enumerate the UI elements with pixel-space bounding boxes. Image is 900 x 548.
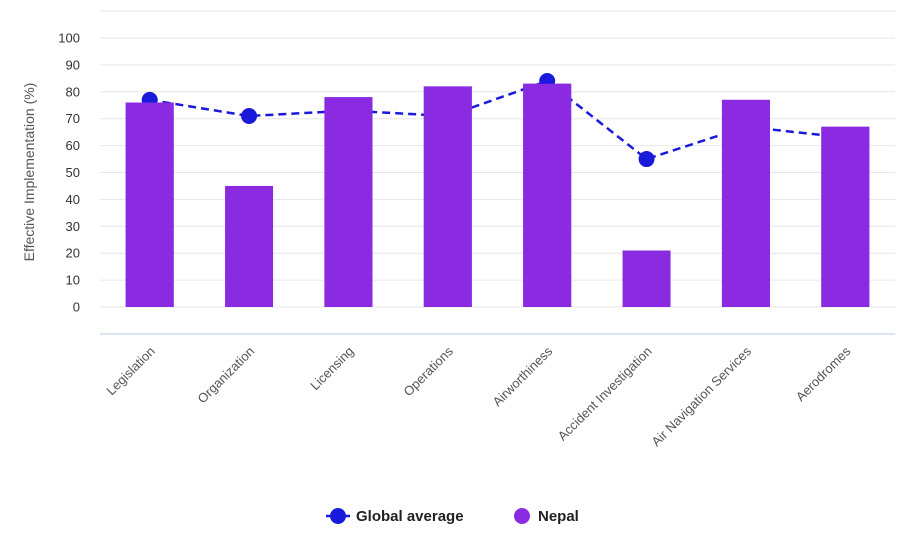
- y-tick-label: 20: [66, 246, 80, 261]
- legend-marker-global-average: [330, 508, 346, 524]
- point-global-average[interactable]: [638, 151, 655, 168]
- bar-nepal-front[interactable]: [423, 86, 472, 307]
- y-tick-label: 60: [66, 138, 80, 153]
- x-category-label: Airworthiness: [490, 343, 556, 409]
- y-tick-label: 90: [66, 57, 80, 72]
- bar-nepal-front[interactable]: [125, 102, 174, 307]
- y-axis-title: Effective Implementation (%): [21, 83, 37, 262]
- y-tick-label: 10: [66, 273, 80, 288]
- legend: Global average Nepal: [326, 508, 579, 525]
- y-tick-label: 40: [66, 192, 80, 207]
- line-series: [125, 73, 870, 308]
- x-category-label: Accident Investigation: [555, 344, 655, 444]
- y-tick-label: 30: [66, 219, 80, 234]
- x-category-label: Operations: [400, 343, 456, 399]
- x-category-label: Licensing: [307, 344, 356, 393]
- bar-nepal[interactable]: [225, 185, 274, 307]
- y-tick-label: 100: [58, 31, 80, 46]
- x-category-label: Air Navigation Services: [648, 343, 754, 449]
- y-tick-label: 70: [66, 111, 80, 126]
- y-tick-label: 80: [66, 84, 80, 99]
- x-category-label: Organization: [194, 344, 257, 407]
- y-tick-label: 0: [73, 300, 80, 315]
- x-category-label: Aerodromes: [793, 343, 854, 404]
- bar-nepal-front[interactable]: [821, 126, 870, 308]
- bar-nepal-front[interactable]: [523, 83, 572, 307]
- legend-label-global-average[interactable]: Global average: [356, 508, 464, 525]
- legend-marker-nepal: [514, 508, 530, 524]
- point-global-average[interactable]: [241, 108, 258, 125]
- bar-nepal-front[interactable]: [721, 99, 770, 308]
- legend-label-nepal[interactable]: Nepal: [538, 508, 579, 525]
- y-axis-ticks: 0 10 20 30 40 50 60 70 80 90 100: [58, 31, 80, 315]
- x-axis-categories: Legislation Organization Licensing Operatio…: [103, 343, 854, 449]
- bar-nepal-front[interactable]: [324, 97, 373, 308]
- y-tick-label: 50: [66, 165, 80, 180]
- x-category-label: Legislation: [103, 344, 158, 399]
- bar-nepal[interactable]: [622, 250, 671, 307]
- grid-lines: [100, 10, 895, 308]
